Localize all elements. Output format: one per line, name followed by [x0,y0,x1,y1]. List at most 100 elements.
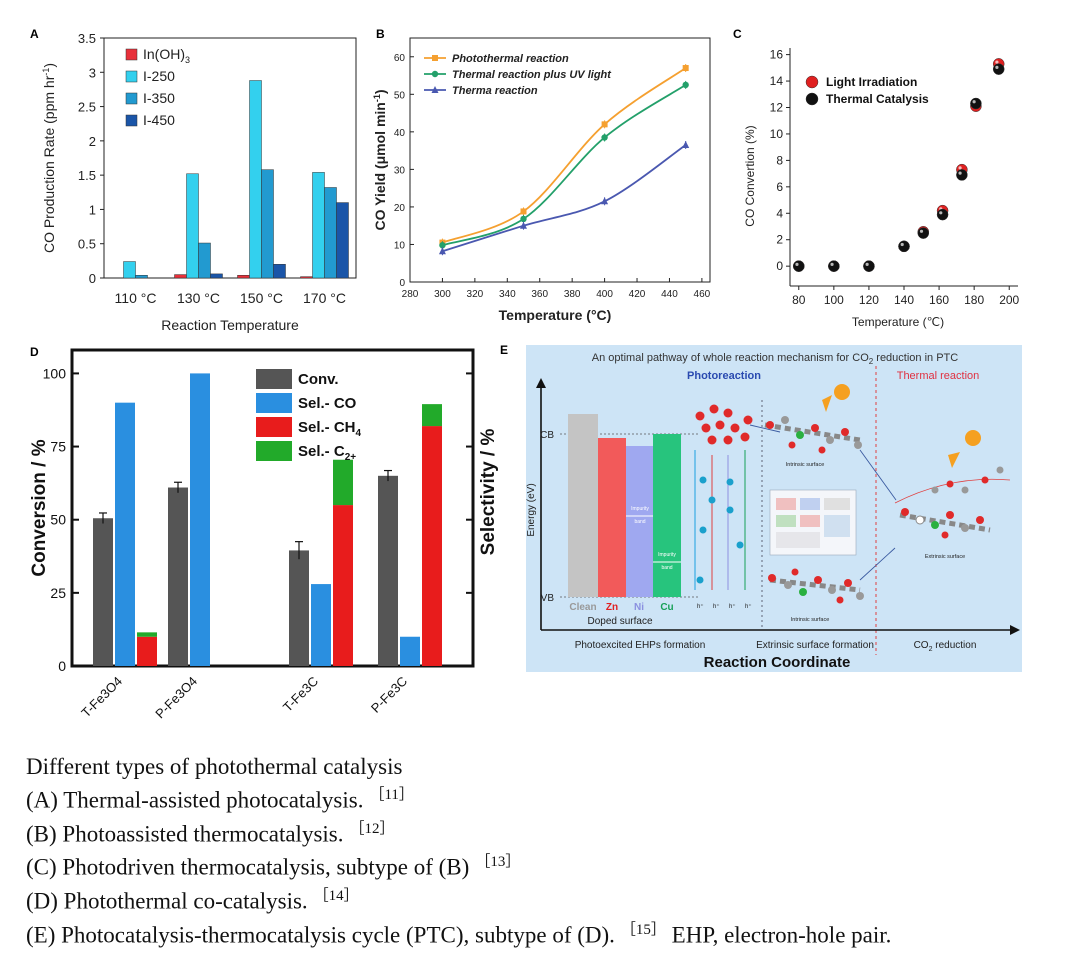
b-legend-label: Therma reaction [452,85,538,97]
a-ytick-label: 1 [89,202,96,217]
panel-e-label-cu: Cu [660,602,673,613]
d-legend-label: Sel.- CO [298,395,357,412]
d-bar-ch4 [422,426,442,666]
b-legend-marker [431,70,439,78]
panel-e-thermal-reaction: Thermal reaction [897,370,980,382]
c-point-highlight [958,171,962,175]
panel-e-stage2: Extrinsic surface formation [756,640,874,651]
panel-b: B CO Yield (μmol min-1) Temperature (°C)… [372,27,711,323]
panel-e-photoreaction: Photoreaction [687,370,761,382]
d-bar-conv [289,550,309,666]
panel-e-impurity-cu-1: Impurity [658,552,676,558]
panel-e-molecule-bottom [768,568,864,604]
panel-e-x-axis-label: Reaction Coordinate [704,654,851,671]
d-bar-co [400,636,420,666]
a-ytick-label: 0 [89,271,96,286]
panel-e-hole-2: h⁺ [713,603,720,610]
c-ytick-label: 12 [770,101,784,115]
panel-b-ylabel: CO Yield (μmol min-1) [372,89,388,230]
c-ytick-label: 14 [770,74,784,88]
panel-d-ylabel: Conversion / % [29,439,50,576]
c-legend-marker [805,92,819,106]
a-xtick-label: 150 °C [240,290,283,306]
d-legend-swatch [256,441,292,461]
a-legend-label: In(OH)3 [143,46,190,65]
panel-e-hole-3: h⁺ [729,603,736,610]
d-legend-label: Conv. [298,371,339,388]
caption: Different types of photothermal catalysi… [26,752,1066,949]
panel-e-intrinsic-top: Intrinsic surface [786,462,825,468]
c-point [828,260,840,272]
d-legend-label: Sel.- CH4 [298,419,362,439]
d-bar-co [311,584,331,666]
b-legend-label: Photothermal reaction [452,53,569,65]
d-ytick-label: 75 [50,439,66,455]
panel-e-excitation-arrows [694,450,746,590]
c-legend-label: Thermal Catalysis [826,92,929,106]
d-legend-label: Sel.- C2+ [298,443,356,463]
a-bar [237,275,250,279]
b-xtick-label: 440 [661,289,678,300]
d-xtick-label: P-Fe3C [368,674,410,716]
d-ytick-label: 0 [58,658,66,674]
a-legend-label: I-350 [143,90,175,106]
a-bar [312,172,325,279]
a-ytick-label: 2.5 [78,100,96,115]
b-point [601,197,609,205]
c-point [863,260,875,272]
panel-e-bar-clean [568,414,598,597]
panel-e-bar-cu [653,434,681,597]
a-bar [210,273,223,279]
panel-e-energy-arrow [536,378,546,388]
c-xtick-label: 100 [824,293,844,307]
panel-d-frame [70,348,475,668]
d-bar-c2 [137,632,157,637]
c-ytick-label: 0 [776,259,783,273]
b-point [601,134,608,141]
d-legend-swatch [256,393,292,413]
a-xtick-label: 130 °C [177,290,220,306]
a-bar [174,274,187,279]
b-xtick-label: 460 [694,289,711,300]
c-xtick-label: 200 [999,293,1019,307]
c-point [793,260,805,272]
a-bar [300,276,313,279]
a-ytick-label: 0.5 [78,237,96,252]
c-point [936,208,949,221]
panel-c-ylabel: CO Convertion (%) [743,125,757,226]
b-point [520,208,527,215]
panel-b-label: B [376,27,385,41]
b-legend-marker [431,86,439,93]
b-ytick-label: 40 [394,128,406,139]
d-xtick-label: T-Fe3C [280,674,321,715]
a-legend-swatch [125,114,138,127]
c-ytick-label: 10 [770,127,784,141]
d-bar-ch4 [333,505,353,666]
b-ytick-label: 0 [399,278,405,289]
a-ytick-label: 3.5 [78,31,96,46]
a-legend-label: I-250 [143,68,175,84]
d-bar-ch4 [137,636,157,666]
panel-d-label: D [30,345,39,359]
panel-e-hole-1: h⁺ [697,603,704,610]
panel-e-hole-4: h⁺ [745,603,752,610]
panel-d: D Conversion / % Selectivity / % 0 25 50 75… [29,345,499,721]
caption-line-e: (E) Photocatalysis-thermocatalysis cycle… [26,921,892,948]
b-series-line [442,84,687,247]
a-ytick-label: 2 [89,134,96,149]
b-ytick-label: 20 [394,203,406,214]
panel-c-label: C [733,27,742,41]
c-xtick-label: 80 [792,293,806,307]
a-legend-label: I-450 [143,112,175,128]
c-point-highlight [900,242,904,247]
c-point [898,240,910,253]
c-point [917,227,930,239]
d-ytick-label: 25 [50,585,66,601]
caption-title: Different types of photothermal catalysi… [26,754,403,779]
b-xtick-label: 400 [596,289,613,300]
a-bar [336,202,349,279]
d-ytick-label: 100 [43,365,67,381]
b-point [601,121,608,128]
c-xtick-label: 140 [894,293,914,307]
b-point [682,65,689,72]
